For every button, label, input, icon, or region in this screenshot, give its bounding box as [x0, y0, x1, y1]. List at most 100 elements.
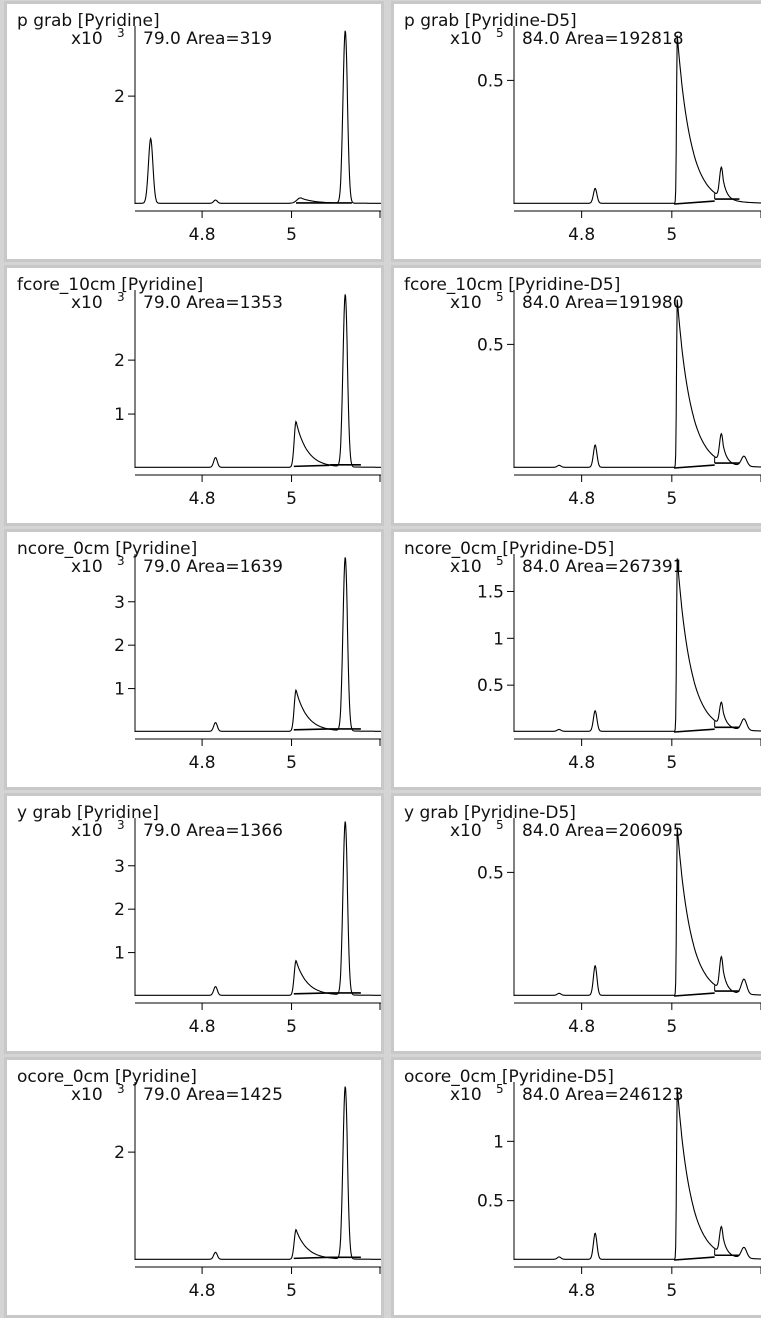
integration-baseline — [293, 728, 330, 731]
chart-panel: fcore_10cm [Pyridine-D5] x10 5 84.0 Area=19… — [391, 265, 761, 526]
scale-exponent: 5 — [496, 554, 504, 568]
integration-baseline — [293, 1256, 330, 1260]
peak-area-label: 79.0 Area=1425 — [143, 1085, 283, 1105]
scale-exponent: 3 — [117, 26, 125, 40]
scale-label: x10 — [450, 557, 482, 577]
y-tick-label: 2 — [114, 900, 125, 920]
panel-title: ncore_0cm [Pyridine-D5] — [404, 539, 615, 559]
x-tick-label: 5 — [666, 489, 677, 509]
chart-svg: x10 3 79.0 Area=1639 3 2 1 4.8 5 — [71, 554, 381, 773]
y-tick-label: 3 — [114, 593, 125, 613]
chart-panel: ocore_0cm [Pyridine] x10 3 79.0 Area=1425 2 4… — [4, 1057, 384, 1318]
integration-baseline — [674, 200, 715, 205]
x-tick-label: 4.8 — [189, 225, 216, 245]
x-tick-label: 4.8 — [568, 489, 595, 509]
y-tick-label: 0.5 — [477, 676, 504, 696]
y-tick-label: 3 — [114, 857, 125, 877]
panel-title: fcore_10cm [Pyridine-D5] — [404, 275, 621, 295]
y-tick-label: 2 — [114, 87, 125, 107]
signal-trace — [514, 35, 761, 204]
chart-svg: x10 3 79.0 Area=319 2 4.8 5 — [71, 26, 381, 245]
chart-svg: x10 5 84.0 Area=191980 0.5 4.8 5 — [450, 290, 761, 509]
x-tick-label: 4.8 — [568, 1017, 595, 1037]
scale-exponent: 3 — [117, 1082, 125, 1096]
panel-title: fcore_10cm [Pyridine] — [17, 275, 204, 295]
chart-panel: ncore_0cm [Pyridine-D5] x10 5 84.0 Area=267… — [391, 529, 761, 790]
peak-area-label: 79.0 Area=1353 — [143, 293, 283, 313]
signal-trace — [514, 558, 761, 732]
x-tick-label: 5 — [286, 1017, 297, 1037]
y-tick-label: 1 — [114, 680, 125, 700]
chart-panel: p grab [Pyridine-D5] x10 5 84.0 Area=192818… — [391, 1, 761, 262]
scale-label: x10 — [450, 29, 482, 49]
y-tick-label: 1 — [114, 944, 125, 964]
panel-title: ocore_0cm [Pyridine-D5] — [404, 1067, 614, 1087]
chart-panel: y grab [Pyridine] x10 3 79.0 Area=1366 3 2 1 4.… — [4, 793, 384, 1054]
x-tick-label: 5 — [286, 753, 297, 773]
peak-area-label: 79.0 Area=1366 — [143, 821, 283, 841]
chart-panel: y grab [Pyridine-D5] x10 5 84.0 Area=206095… — [391, 793, 761, 1054]
scale-exponent: 3 — [117, 290, 125, 304]
peak-area-label: 84.0 Area=267391 — [522, 557, 684, 577]
scale-exponent: 5 — [496, 26, 504, 40]
chart-panel: ncore_0cm [Pyridine] x10 3 79.0 Area=1639 3 2… — [4, 529, 384, 790]
scale-exponent: 3 — [117, 554, 125, 568]
x-tick-label: 5 — [286, 1281, 297, 1301]
x-tick-label: 5 — [286, 225, 297, 245]
signal-trace — [514, 827, 761, 996]
y-tick-label: 0.5 — [477, 335, 504, 355]
scale-label: x10 — [71, 293, 103, 313]
chart-svg: x10 5 84.0 Area=192818 0.5 4.8 5 — [450, 26, 761, 245]
integration-baseline — [674, 464, 715, 469]
scale-exponent: 5 — [496, 290, 504, 304]
x-tick-label: 4.8 — [189, 1017, 216, 1037]
y-tick-label: 1.5 — [477, 582, 504, 602]
x-tick-label: 4.8 — [189, 1281, 216, 1301]
signal-trace — [514, 299, 761, 468]
y-tick-label: 1 — [114, 405, 125, 425]
chart-svg: x10 3 79.0 Area=1353 2 1 4.8 5 — [71, 290, 381, 509]
x-tick-label: 5 — [666, 225, 677, 245]
y-tick-label: 2 — [114, 1143, 125, 1163]
peak-area-label: 84.0 Area=191980 — [522, 293, 684, 313]
peak-area-label: 79.0 Area=1639 — [143, 557, 283, 577]
y-tick-label: 0.5 — [477, 71, 504, 91]
chart-svg: x10 5 84.0 Area=246123 1 0.5 4.8 5 — [450, 1082, 761, 1301]
scale-exponent: 3 — [117, 818, 125, 832]
integration-baseline — [674, 992, 715, 997]
signal-trace — [135, 557, 381, 732]
panel-title: ocore_0cm [Pyridine] — [17, 1067, 197, 1087]
chart-svg: x10 5 84.0 Area=206095 0.5 4.8 5 — [450, 818, 761, 1037]
peak-area-label: 79.0 Area=319 — [143, 29, 272, 49]
scale-exponent: 5 — [496, 818, 504, 832]
panel-title: p grab [Pyridine] — [17, 11, 160, 31]
x-tick-label: 5 — [666, 1017, 677, 1037]
x-tick-label: 4.8 — [189, 753, 216, 773]
scale-label: x10 — [450, 1085, 482, 1105]
x-tick-label: 4.8 — [568, 225, 595, 245]
integration-baseline — [674, 728, 715, 733]
scale-label: x10 — [450, 821, 482, 841]
chart-panel: fcore_10cm [Pyridine] x10 3 79.0 Area=1353 2… — [4, 265, 384, 526]
chart-svg: x10 3 79.0 Area=1366 3 2 1 4.8 5 — [71, 818, 381, 1037]
panel-title: ncore_0cm [Pyridine] — [17, 539, 198, 559]
panel-title: y grab [Pyridine-D5] — [404, 803, 576, 823]
x-tick-label: 5 — [666, 1281, 677, 1301]
scale-label: x10 — [71, 29, 103, 49]
y-tick-label: 0.5 — [477, 863, 504, 883]
x-tick-label: 5 — [286, 489, 297, 509]
panel-title: y grab [Pyridine] — [17, 803, 159, 823]
x-tick-label: 4.8 — [568, 753, 595, 773]
signal-trace — [135, 294, 381, 468]
peak-area-label: 84.0 Area=206095 — [522, 821, 684, 841]
scale-label: x10 — [71, 557, 103, 577]
scale-label: x10 — [71, 1085, 103, 1105]
chart-svg: x10 3 79.0 Area=1425 2 4.8 5 — [71, 1082, 381, 1301]
chart-panel: p grab [Pyridine] x10 3 79.0 Area=319 2 4.8 5 — [4, 1, 384, 262]
signal-trace — [135, 1086, 381, 1260]
x-tick-label: 4.8 — [568, 1281, 595, 1301]
y-tick-label: 2 — [114, 351, 125, 371]
scale-exponent: 5 — [496, 1082, 504, 1096]
signal-trace — [135, 821, 381, 996]
